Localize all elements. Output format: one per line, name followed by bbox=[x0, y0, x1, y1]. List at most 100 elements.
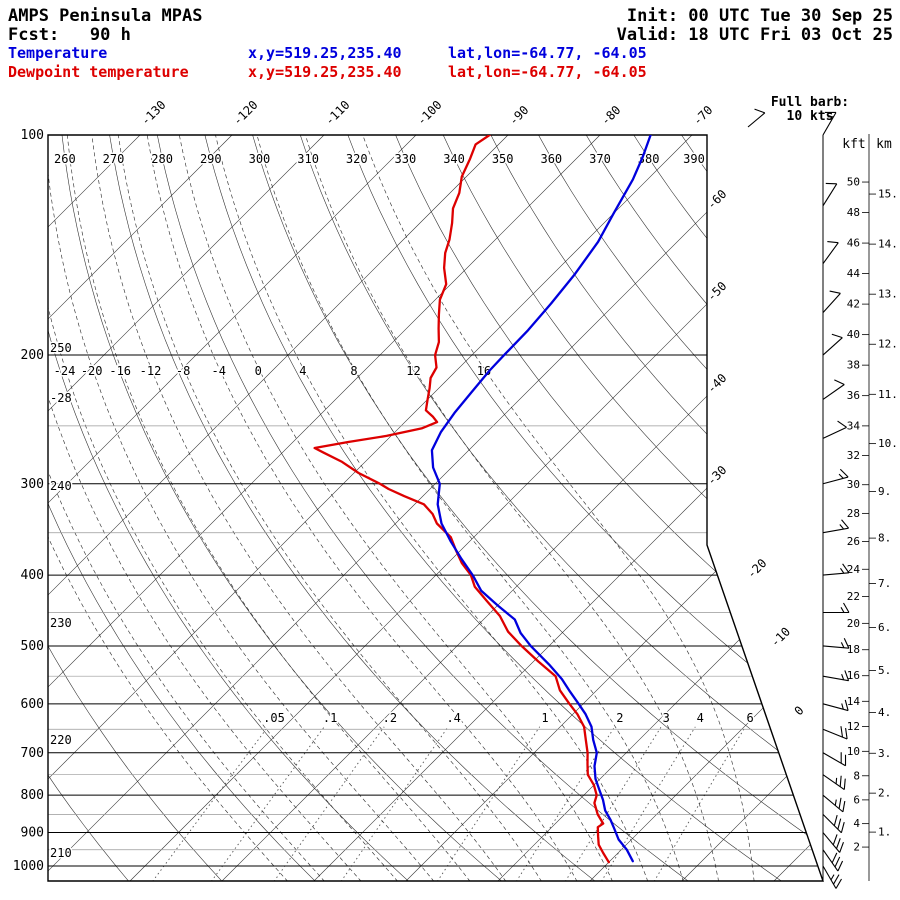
wind-barb-feather bbox=[839, 775, 842, 787]
mixing-ratio-label: .4 bbox=[446, 711, 460, 725]
moist-adiabat-line bbox=[48, 135, 325, 881]
mixing-ratio-line bbox=[564, 726, 662, 881]
km-tick-label: 13. bbox=[878, 288, 898, 301]
isotherm-line bbox=[48, 135, 233, 881]
wind-barb-staff bbox=[822, 426, 847, 439]
wind-barb-staff bbox=[822, 832, 841, 853]
isotherm-top-label: -80 bbox=[598, 103, 623, 128]
dry-adiabat-line bbox=[633, 135, 823, 881]
km-tick-label: 6. bbox=[878, 621, 891, 634]
isotherm-line bbox=[48, 135, 141, 881]
moist-adiabats bbox=[48, 135, 755, 881]
wind-barb-half-feather bbox=[840, 568, 845, 574]
moist-adiabat-line bbox=[66, 135, 471, 881]
wind-barb-feather bbox=[833, 874, 840, 885]
dewpoint-legend-latlon: lat,lon=-64.77, -64.05 bbox=[448, 63, 647, 81]
isotherm-line bbox=[48, 135, 785, 881]
thetaw-label: 12 bbox=[406, 364, 420, 378]
mixing-ratio-line bbox=[210, 726, 325, 881]
isotherm-top-label: -110 bbox=[322, 98, 352, 128]
theta-top-label: 330 bbox=[395, 152, 417, 166]
wind-barb-staff bbox=[822, 849, 839, 872]
wind-barb-staff bbox=[822, 728, 848, 740]
wind-barb-feather bbox=[840, 726, 844, 738]
mixing-ratio-line bbox=[653, 726, 746, 881]
kft-tick-label: 8 bbox=[853, 769, 860, 782]
wind-barb-half-feather bbox=[835, 777, 838, 784]
isotherm-top-label: -120 bbox=[230, 98, 260, 128]
km-tick-label: 9. bbox=[878, 485, 891, 498]
km-tick-label: 10. bbox=[878, 437, 898, 450]
wind-barb-feather bbox=[837, 860, 844, 872]
isotherm-line bbox=[681, 135, 823, 881]
wind-barb-feather bbox=[832, 834, 838, 845]
wind-barb-staff bbox=[822, 337, 843, 356]
wind-barb-feather bbox=[831, 333, 843, 339]
sounding-curves bbox=[313, 135, 652, 864]
kft-tick-label: 18 bbox=[847, 643, 860, 656]
mixing-ratio-line bbox=[340, 726, 449, 881]
dry-adiabat-line bbox=[48, 135, 316, 881]
wind-barb-feather bbox=[841, 519, 850, 529]
isotherm-top-label: -90 bbox=[506, 103, 531, 128]
dewpoint-curve bbox=[313, 135, 610, 864]
wind-barb-staff bbox=[822, 242, 839, 265]
wind-barb-feather bbox=[834, 379, 845, 386]
kft-tick-label: 2 bbox=[853, 841, 860, 854]
moist-adiabat-line bbox=[48, 135, 362, 881]
pressure-major-lines bbox=[48, 135, 823, 867]
kft-tick-label: 46 bbox=[847, 237, 860, 250]
kft-tick-label: 50 bbox=[847, 176, 860, 189]
dry-adiabat-line bbox=[48, 135, 410, 881]
theta-left-label: 210 bbox=[50, 846, 72, 860]
isotherm-top-label: -70 bbox=[690, 103, 715, 128]
mixing-ratio-line bbox=[152, 726, 269, 881]
kft-tick-label: 40 bbox=[847, 328, 860, 341]
pressure-minor-lines bbox=[48, 425, 823, 851]
wind-barb-feather bbox=[835, 838, 841, 849]
moist-adiabat-line bbox=[48, 135, 289, 881]
pressure-tick-label: 1000 bbox=[13, 859, 44, 874]
isotherm-top-label: -130 bbox=[138, 98, 168, 128]
wind-barb-half-feather bbox=[841, 674, 845, 681]
km-header: km bbox=[876, 137, 892, 152]
isotherm-right-label: -30 bbox=[704, 463, 729, 488]
pressure-tick-label: 500 bbox=[21, 639, 44, 654]
wind-barb-feather bbox=[839, 468, 849, 478]
pressure-tick-label: 900 bbox=[21, 826, 44, 841]
isotherm-line bbox=[497, 135, 823, 881]
wind-barb-staff bbox=[822, 814, 842, 834]
wind-barb-feather bbox=[840, 822, 845, 833]
thetaw-label: -24 bbox=[54, 364, 76, 378]
dewpoint-legend-xy: x,y=519.25,235.40 bbox=[248, 63, 402, 81]
pressure-tick-label: 300 bbox=[21, 477, 44, 492]
wind-barb-feather bbox=[844, 670, 850, 681]
wind-barb-half-feather bbox=[840, 642, 845, 649]
thetaw-label: -12 bbox=[140, 364, 162, 378]
moist-adiabat-line bbox=[91, 135, 507, 881]
moist-adiabat-line bbox=[146, 135, 578, 881]
km-tick-label: 12. bbox=[878, 338, 898, 351]
wind-barb-feather bbox=[829, 290, 841, 294]
theta-top-label: 300 bbox=[249, 152, 271, 166]
wind-barb-half-feather bbox=[841, 703, 844, 710]
mixing-ratio-label: 6 bbox=[746, 711, 753, 725]
kft-tick-label: 32 bbox=[847, 449, 860, 462]
wind-barb-feather bbox=[833, 814, 838, 826]
isotherm-line bbox=[48, 135, 49, 881]
theta-top-label: 370 bbox=[589, 152, 611, 166]
thetaw-label: 4 bbox=[299, 364, 306, 378]
temperature-legend-label: Temperature bbox=[8, 44, 108, 62]
thetaw-label: 8 bbox=[350, 364, 357, 378]
pressure-tick-label: 800 bbox=[21, 788, 44, 803]
plot-border bbox=[47, 134, 824, 882]
theta-top-label: 290 bbox=[200, 152, 222, 166]
wind-barb-feather bbox=[839, 841, 844, 853]
isotherm-right-label: -40 bbox=[704, 371, 729, 396]
isotherm-diagonal-label: 0 bbox=[792, 703, 807, 718]
isotherm-line bbox=[48, 135, 417, 881]
kft-tick-label: 22 bbox=[847, 590, 860, 603]
kft-tick-label: 48 bbox=[847, 206, 860, 219]
